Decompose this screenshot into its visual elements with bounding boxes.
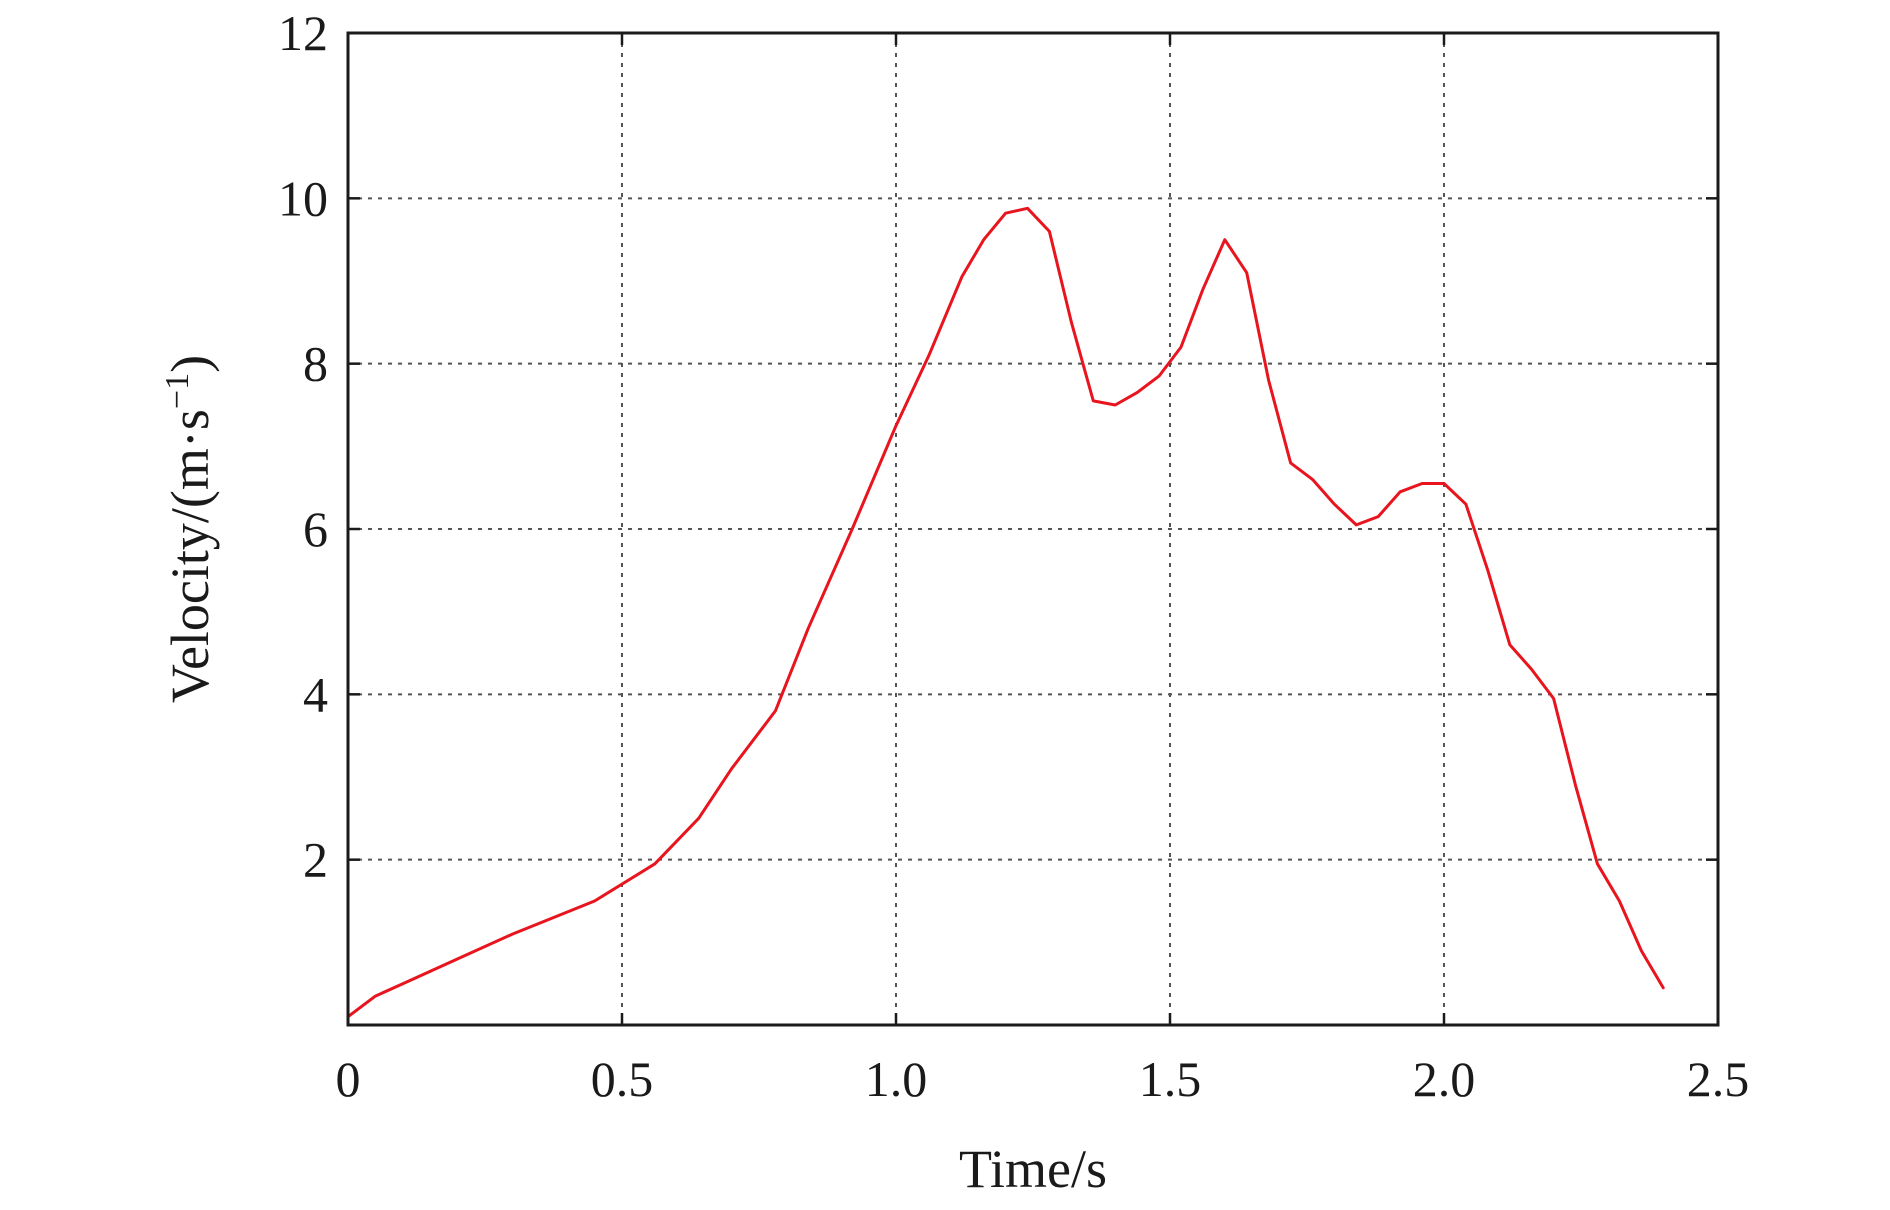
x-tick-label: 1.5 (1139, 1051, 1202, 1107)
y-tick-label: 6 (303, 501, 328, 557)
y-tick-label: 2 (303, 832, 328, 888)
y-tick-label: 8 (303, 336, 328, 392)
y-axis-title-close: ) (160, 355, 220, 373)
grid-lines (348, 33, 1718, 1025)
x-tick-label: 2.0 (1413, 1051, 1476, 1107)
x-tick-label: 1.0 (865, 1051, 928, 1107)
series-layer (346, 206, 1665, 1019)
x-tick-label: 0 (336, 1051, 361, 1107)
velocity-series-line (346, 206, 1665, 1019)
y-axis-title-main: Velocity/(m·s (160, 409, 220, 703)
y-tick-label: 10 (278, 170, 328, 226)
x-axis-title: Time/s (959, 1139, 1107, 1199)
y-tick-label: 4 (303, 666, 328, 722)
plot-frame (346, 31, 1720, 1027)
x-tick-labels: 0 0.5 1.0 1.5 2.0 2.5 (336, 1051, 1750, 1107)
y-axis-title: Velocity/(m·s−1) (159, 355, 220, 703)
x-tick-label: 0.5 (591, 1051, 654, 1107)
axis-ticks (348, 33, 1718, 1025)
y-axis-title-superscript: −1 (159, 373, 196, 409)
y-tick-labels: 2 4 6 8 10 12 (278, 5, 328, 888)
y-tick-label: 12 (278, 5, 328, 61)
x-tick-label: 2.5 (1687, 1051, 1750, 1107)
